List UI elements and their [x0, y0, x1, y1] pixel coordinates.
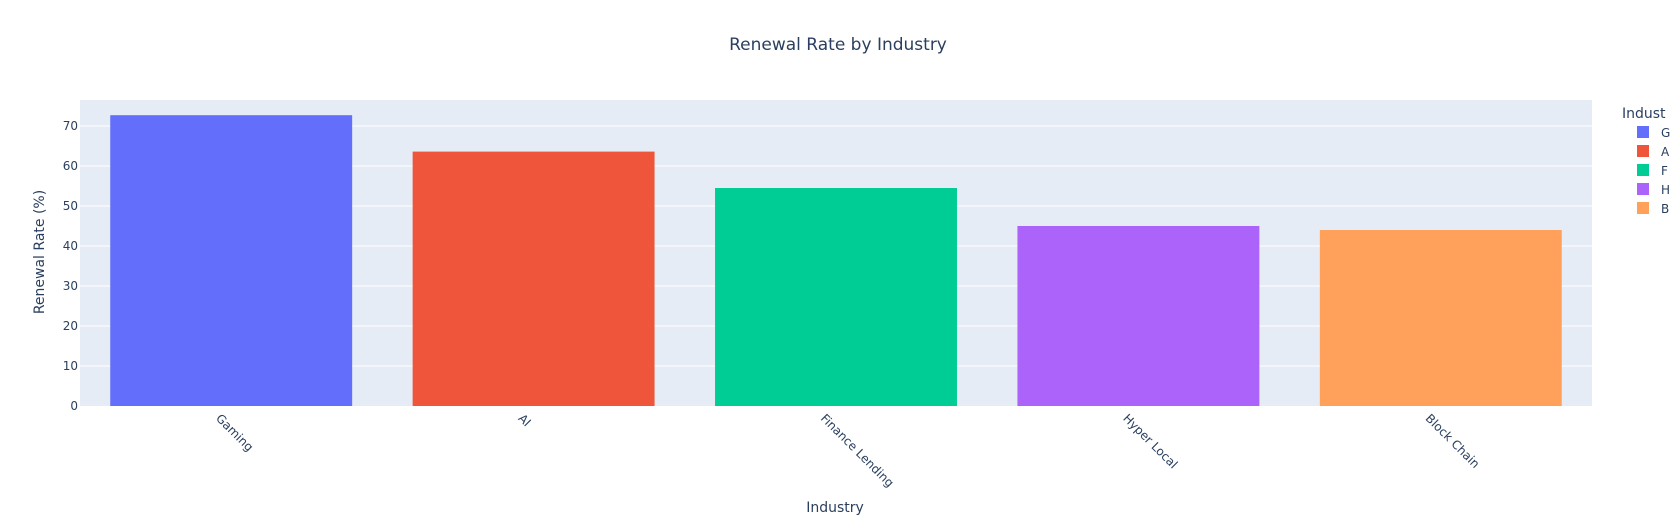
- legend-swatch[interactable]: [1637, 145, 1649, 157]
- bars: [110, 115, 1562, 406]
- y-tick-label: 40: [63, 239, 78, 253]
- legend-swatch[interactable]: [1637, 183, 1649, 195]
- y-tick-label: 10: [63, 359, 78, 373]
- legend-swatch[interactable]: [1637, 164, 1649, 176]
- legend-label: G: [1661, 126, 1670, 140]
- x-tick-label: Gaming: [213, 411, 256, 454]
- x-tick-label: AI: [515, 411, 533, 429]
- bar-ai[interactable]: [412, 151, 655, 406]
- y-tick-label: 20: [63, 319, 78, 333]
- x-tick-labels: Gaming AI Finance Lending Hyper Local Block …: [213, 411, 1482, 490]
- legend-swatch[interactable]: [1637, 202, 1649, 214]
- bar-gaming[interactable]: [110, 115, 353, 406]
- bar-hyper-local[interactable]: [1017, 226, 1260, 406]
- y-tick-label: 60: [63, 159, 78, 173]
- chart-title: Renewal Rate by Industry: [729, 35, 947, 55]
- bar-finance-lending[interactable]: [715, 188, 957, 406]
- x-tick-label: Block Chain: [1423, 411, 1483, 471]
- legend-title: Indust: [1622, 106, 1666, 122]
- legend-label: H: [1661, 183, 1670, 197]
- legend-label: A: [1661, 145, 1670, 159]
- legend-label: B: [1661, 202, 1669, 216]
- y-tick-label: 50: [63, 199, 78, 213]
- x-tick-label: Finance Lending: [818, 411, 897, 490]
- legend-swatch[interactable]: [1637, 126, 1649, 138]
- y-tick-label: 30: [63, 279, 78, 293]
- x-tick-label: Hyper Local: [1120, 411, 1180, 471]
- y-axis-title: Renewal Rate (%): [32, 190, 48, 314]
- y-tick-labels: 0 10 20 30 40 50 60 70: [63, 119, 78, 413]
- legend-label: F: [1661, 164, 1668, 178]
- y-tick-label: 0: [70, 399, 78, 413]
- bar-block-chain[interactable]: [1319, 230, 1562, 406]
- y-tick-label: 70: [63, 119, 78, 133]
- x-axis-title: Industry: [806, 500, 864, 516]
